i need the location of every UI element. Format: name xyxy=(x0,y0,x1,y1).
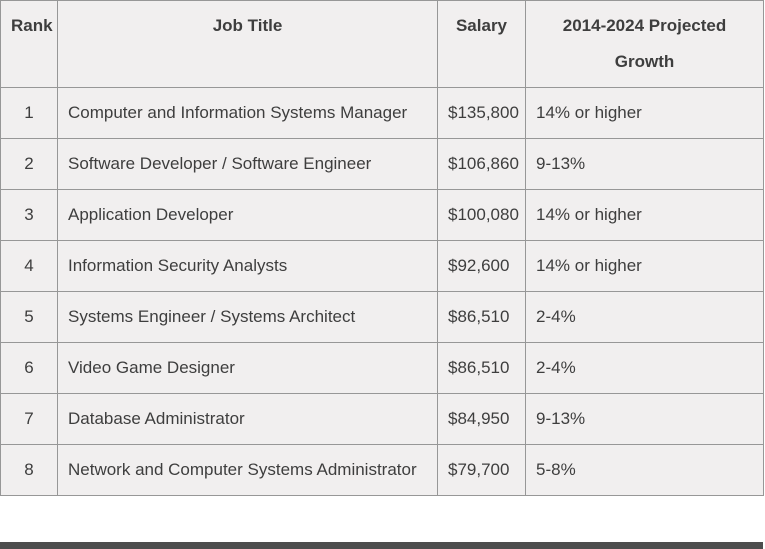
table-row: 1 Computer and Information Systems Manag… xyxy=(0,87,764,139)
table-row: 8 Network and Computer Systems Administr… xyxy=(0,444,764,496)
jobs-table: Rank Job Title Salary 2014-2024 Projecte… xyxy=(0,0,764,496)
salary-cell: $86,510 xyxy=(437,342,526,394)
rank-cell: 2 xyxy=(0,138,58,190)
table-bottom-edge xyxy=(0,542,763,549)
growth-cell: 9-13% xyxy=(525,393,764,445)
growth-cell: 5-8% xyxy=(525,444,764,496)
rank-cell: 5 xyxy=(0,291,58,343)
salary-cell: $92,600 xyxy=(437,240,526,292)
growth-cell: 9-13% xyxy=(525,138,764,190)
header-row: Rank Job Title Salary 2014-2024 Projecte… xyxy=(0,0,764,88)
job-title-cell: Application Developer xyxy=(57,189,438,241)
table-row: 2 Software Developer / Software Engineer… xyxy=(0,138,764,190)
job-title-cell: Network and Computer Systems Administrat… xyxy=(57,444,438,496)
salary-cell: $86,510 xyxy=(437,291,526,343)
rank-cell: 4 xyxy=(0,240,58,292)
column-header-salary: Salary xyxy=(437,0,526,88)
job-title-cell: Computer and Information Systems Manager xyxy=(57,87,438,139)
rank-cell: 3 xyxy=(0,189,58,241)
job-title-cell: Information Security Analysts xyxy=(57,240,438,292)
salary-cell: $135,800 xyxy=(437,87,526,139)
salary-cell: $79,700 xyxy=(437,444,526,496)
salary-cell: $106,860 xyxy=(437,138,526,190)
salary-cell: $100,080 xyxy=(437,189,526,241)
table-row: 4 Information Security Analysts $92,600 … xyxy=(0,240,764,292)
growth-cell: 14% or higher xyxy=(525,87,764,139)
rank-cell: 8 xyxy=(0,444,58,496)
table-row: 5 Systems Engineer / Systems Architect $… xyxy=(0,291,764,343)
rank-cell: 1 xyxy=(0,87,58,139)
job-title-cell: Video Game Designer xyxy=(57,342,438,394)
rank-cell: 6 xyxy=(0,342,58,394)
column-header-rank: Rank xyxy=(0,0,58,88)
growth-cell: 2-4% xyxy=(525,291,764,343)
table-row: 3 Application Developer $100,080 14% or … xyxy=(0,189,764,241)
salary-cell: $84,950 xyxy=(437,393,526,445)
column-header-job-title: Job Title xyxy=(57,0,438,88)
table-row: 7 Database Administrator $84,950 9-13% xyxy=(0,393,764,445)
job-title-cell: Systems Engineer / Systems Architect xyxy=(57,291,438,343)
growth-cell: 2-4% xyxy=(525,342,764,394)
rank-cell: 7 xyxy=(0,393,58,445)
job-title-cell: Software Developer / Software Engineer xyxy=(57,138,438,190)
growth-cell: 14% or higher xyxy=(525,189,764,241)
job-title-cell: Database Administrator xyxy=(57,393,438,445)
column-header-growth: 2014-2024 Projected Growth xyxy=(525,0,764,88)
table-row: 6 Video Game Designer $86,510 2-4% xyxy=(0,342,764,394)
growth-cell: 14% or higher xyxy=(525,240,764,292)
